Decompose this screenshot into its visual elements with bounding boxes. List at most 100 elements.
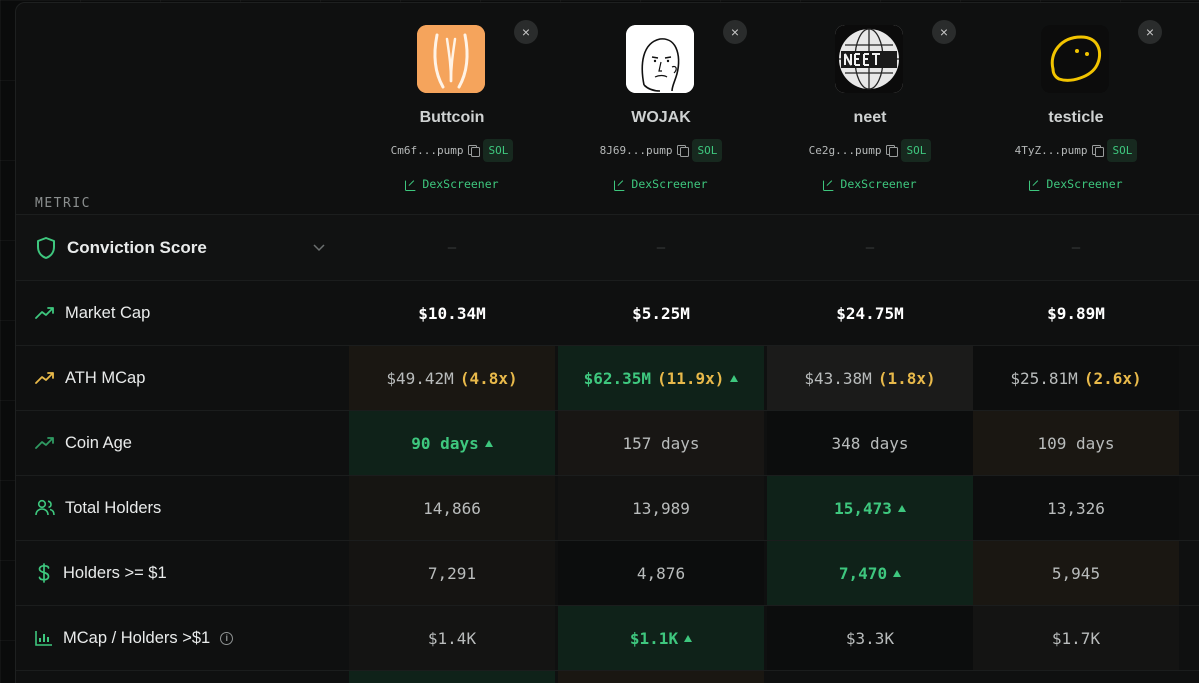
row-label: MCap / Holders >$1 i <box>35 606 234 670</box>
dexscreener-link[interactable]: DexScreener <box>558 177 764 191</box>
cell-value: $10.34M <box>418 303 486 323</box>
contract-address: Cm6f...pump <box>390 143 464 157</box>
cell-value: $3.3K <box>767 606 973 670</box>
external-link-icon <box>614 178 626 191</box>
external-link-icon <box>823 178 835 191</box>
cell-value: $1.7K <box>973 606 1179 670</box>
cell-value: 14,866 <box>349 476 555 540</box>
cell-value: 157 days <box>558 411 764 475</box>
remove-coin-button[interactable]: × <box>723 20 747 44</box>
row-label: ATH MCap <box>35 346 145 410</box>
trending-up-icon <box>35 307 54 319</box>
address-row: 8J69...pump SOL <box>558 137 764 163</box>
row-mcap-per-holder: MCap / Holders >$1 i $1.4K $1.1K $3.3K $… <box>16 606 1199 671</box>
users-icon <box>35 499 55 516</box>
cell-value: — <box>1071 239 1081 256</box>
up-triangle-icon <box>684 634 693 642</box>
conviction-score-label: Conviction Score <box>67 237 207 257</box>
row-holders-over-1: Holders >= $1 7,291 4,876 7,470 5,945 <box>16 541 1199 606</box>
mcap-per-holder-label: MCap / Holders >$1 <box>63 628 211 647</box>
up-triangle-icon <box>484 439 493 447</box>
contract-address: 8J69...pump <box>599 143 673 157</box>
shield-icon <box>37 236 55 259</box>
ath-multiple: (4.8x) <box>459 368 518 388</box>
cell-value-best: 7,470 <box>767 541 973 605</box>
address-row: Cm6f...pump SOL <box>349 137 555 163</box>
coin-column-neet: × neet Ce2g...pump SOL DexScreener <box>767 3 973 215</box>
ath-mcap-label: ATH MCap <box>65 368 146 387</box>
dexscreener-link-label[interactable]: DexScreener <box>422 177 499 191</box>
cell-value: 109 days <box>973 411 1179 475</box>
chain-badge: SOL <box>901 138 932 162</box>
copy-icon[interactable] <box>676 144 690 157</box>
copy-icon[interactable] <box>885 144 899 157</box>
row-total-holders: Total Holders 14,866 13,989 15,473 13,32… <box>16 476 1199 541</box>
dexscreener-link-label[interactable]: DexScreener <box>1046 177 1123 191</box>
cell-value: 4,876 <box>558 541 764 605</box>
metric-column-label: METRIC <box>35 196 91 211</box>
cell-value: $9.89M <box>1047 303 1105 323</box>
dexscreener-link-label[interactable]: DexScreener <box>631 177 708 191</box>
cell-value: $5.25M <box>632 303 690 323</box>
cell-value: 5,945 <box>973 541 1179 605</box>
chevron-down-icon[interactable] <box>313 215 325 280</box>
ath-multiple: (1.8x) <box>877 368 936 388</box>
chain-badge: SOL <box>483 138 514 162</box>
up-triangle-icon <box>893 569 902 577</box>
ath-multiple: (2.6x) <box>1083 368 1142 388</box>
contract-address: Ce2g...pump <box>808 143 882 157</box>
remove-coin-button[interactable]: × <box>932 20 956 44</box>
copy-icon[interactable] <box>467 144 481 157</box>
cell-value: $43.38M (1.8x) <box>767 346 973 410</box>
ath-value: $62.35M <box>583 368 651 388</box>
address-row: Ce2g...pump SOL <box>767 137 973 163</box>
cell-value: — <box>865 239 875 256</box>
coin-column-testicle: × testicle 4TyZ...pump SOL DexScreener <box>973 3 1179 215</box>
row-coin-age: Coin Age 90 days 157 days 348 days 109 d… <box>16 411 1199 476</box>
chain-badge: SOL <box>692 138 723 162</box>
cell-value: 348 days <box>767 411 973 475</box>
row-partial <box>16 671 1199 683</box>
row-conviction-score[interactable]: Conviction Score — — — — <box>16 215 1199 281</box>
cell-value: $1.4K <box>349 606 555 670</box>
up-triangle-icon <box>897 504 906 512</box>
coin-name: testicle <box>1048 109 1104 126</box>
contract-address: 4TyZ...pump <box>1014 143 1088 157</box>
coin-column-buttcoin: × Buttcoin Cm6f...pump SOL DexScreener <box>349 3 555 215</box>
row-label: Market Cap <box>35 281 150 345</box>
buttcoin-logo-icon <box>417 25 485 93</box>
comparison-header: METRIC × Buttcoin Cm6f...pump SOL <box>16 3 1199 215</box>
copy-icon[interactable] <box>1091 144 1105 157</box>
dexscreener-link[interactable]: DexScreener <box>349 177 555 191</box>
cell-value: — <box>447 239 457 256</box>
cell-value: 13,989 <box>558 476 764 540</box>
comparison-panel: METRIC × Buttcoin Cm6f...pump SOL <box>15 2 1199 683</box>
dexscreener-link[interactable]: DexScreener <box>767 177 973 191</box>
neet-logo-icon <box>835 25 903 93</box>
dollar-icon <box>38 563 50 583</box>
remove-coin-button[interactable]: × <box>514 20 538 44</box>
external-link-icon <box>405 178 417 191</box>
cell-value: $49.42M (4.8x) <box>349 346 555 410</box>
cell-value-best: 15,473 <box>767 476 973 540</box>
holders-over-1-label: Holders >= $1 <box>63 563 167 582</box>
cell-value: — <box>656 239 666 256</box>
cell-value-best: $62.35M (11.9x) <box>558 346 764 410</box>
coin-name: Buttcoin <box>419 109 485 126</box>
info-icon[interactable]: i <box>220 631 234 645</box>
remove-coin-button[interactable]: × <box>1138 20 1162 44</box>
row-label: Holders >= $1 <box>35 541 167 605</box>
dexscreener-link-label[interactable]: DexScreener <box>840 177 917 191</box>
ath-multiple: (11.9x) <box>657 368 725 388</box>
row-market-cap: Market Cap $10.34M $5.25M $24.75M $9.89M <box>16 281 1199 346</box>
cell-partial <box>349 671 555 683</box>
cell-value: $24.75M <box>836 303 904 323</box>
coin-name: neet <box>853 109 887 126</box>
ath-value: $25.81M <box>1010 368 1078 388</box>
dexscreener-link[interactable]: DexScreener <box>973 177 1179 191</box>
cell-value: 7,291 <box>349 541 555 605</box>
cell-partial <box>558 671 764 683</box>
ath-value: $49.42M <box>386 368 454 388</box>
cell-value: $25.81M (2.6x) <box>973 346 1179 410</box>
coin-column-wojak: × WOJAK 8J69...pump SOL DexScreener <box>558 3 764 215</box>
